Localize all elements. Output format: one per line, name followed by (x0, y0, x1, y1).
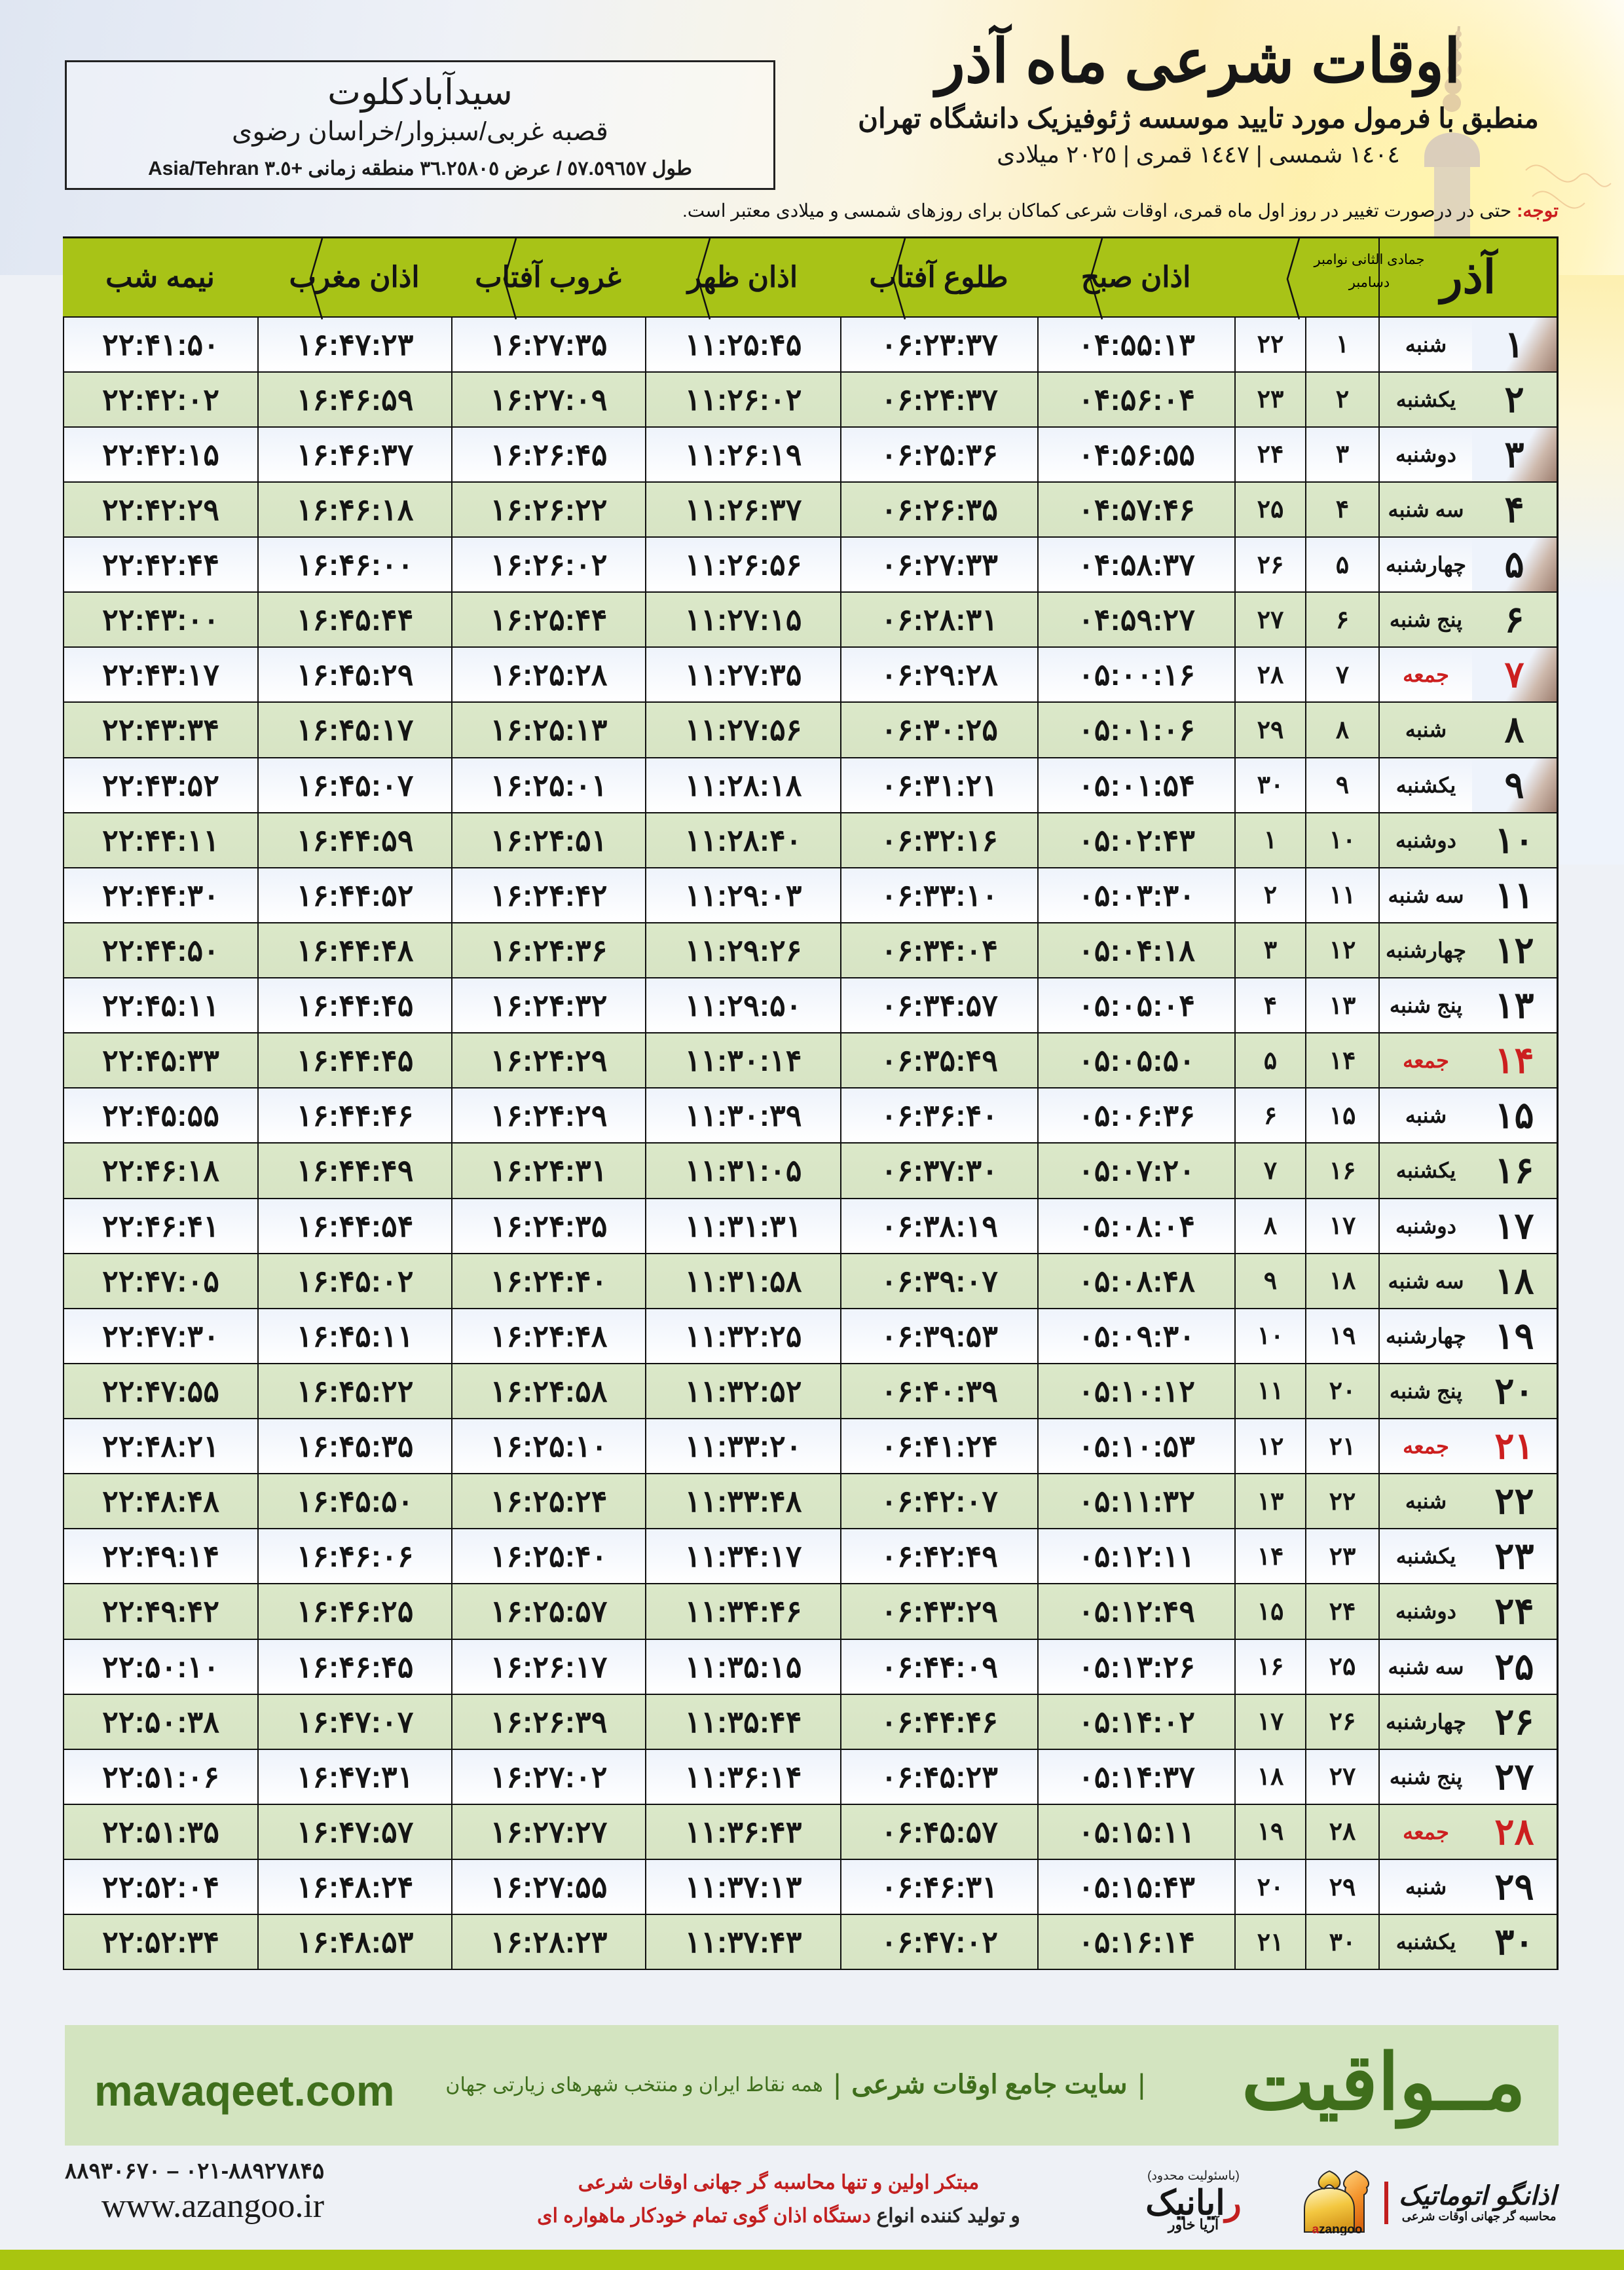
svg-text:azangoo: azangoo (1312, 2223, 1362, 2235)
